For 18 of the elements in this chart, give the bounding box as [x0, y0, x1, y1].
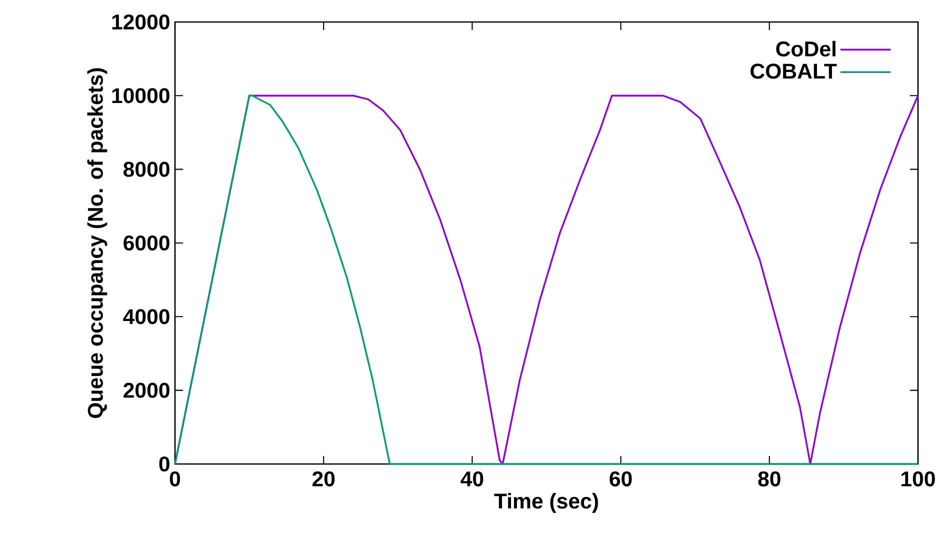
x-tick-label: 20: [312, 471, 335, 486]
line-series: [174, 94, 919, 465]
y-tick-label: 2000: [124, 382, 170, 398]
y-tick-label: 12000: [112, 14, 170, 30]
x-tick-label: 60: [610, 471, 632, 486]
y-axis-title: Queue occupancy (No. of packets): [87, 68, 108, 418]
y-tick-label: 6000: [124, 235, 170, 251]
y-tick-label: 4000: [123, 309, 170, 324]
x-tick-label: 80: [758, 471, 780, 486]
y-tick-label: 10000: [112, 88, 170, 104]
x-tick-label: 0: [170, 471, 180, 486]
x-tick-label: 100: [902, 471, 935, 486]
legend-label: CoDel: [776, 40, 836, 57]
legend-label: COBALT: [750, 64, 837, 79]
y-tick-label: 0: [159, 456, 170, 472]
y-tick-label: 8000: [124, 162, 170, 177]
x-tick-label: 40: [460, 471, 484, 486]
x-axis-title: Time (sec): [494, 492, 598, 513]
